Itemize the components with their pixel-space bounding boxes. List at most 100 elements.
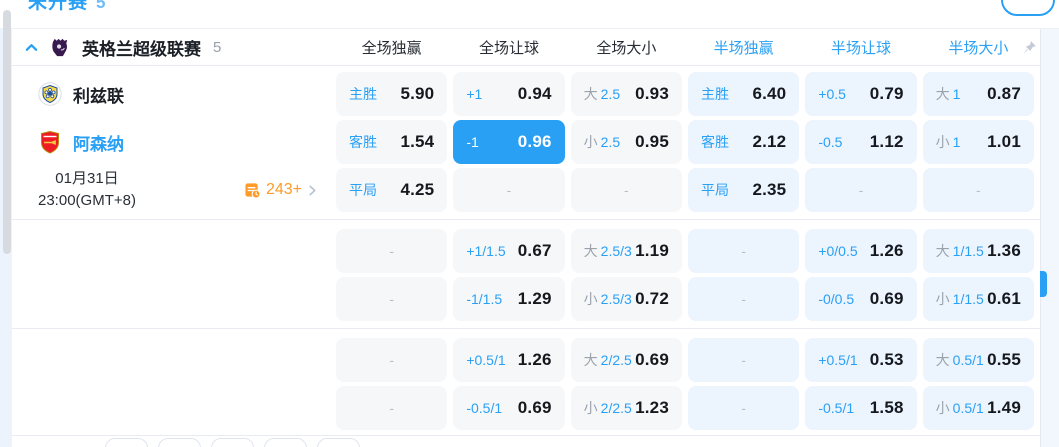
- scrollbar-thumb[interactable]: [3, 10, 11, 254]
- odds-cell[interactable]: 大 2.5/3 1.19: [570, 229, 682, 273]
- odds-cell[interactable]: 小 0.5/1 1.49: [922, 386, 1034, 430]
- odds-label: 小 2.5: [583, 134, 621, 150]
- odds-cell[interactable]: -0.5/1 0.69: [453, 386, 565, 430]
- odds-value: 0.72: [635, 289, 669, 308]
- column-header-ht-1x2[interactable]: 半场独赢: [713, 39, 774, 57]
- odds-cell[interactable]: 平局 4.25: [336, 168, 448, 212]
- table-bottom-border: [12, 435, 1040, 436]
- odds-row: 利兹联 主胜 5.90 +1 0.94 大 2.5 0.93 主胜 6.40 +0.5 0.79 大 1 0…: [12, 70, 1040, 118]
- odds-value: 1.01: [987, 132, 1021, 151]
- footer-pill[interactable]: [264, 438, 307, 447]
- odds-cell[interactable]: 主胜 6.40: [688, 72, 800, 116]
- footer-pill[interactable]: [211, 438, 254, 447]
- odds-cell[interactable]: 客胜 2.12: [688, 120, 800, 164]
- odds-value: 0.79: [869, 84, 904, 103]
- odds-cell[interactable]: 主胜 5.90: [336, 72, 448, 116]
- empty-dash: -: [741, 291, 746, 307]
- odds-label: +0.5: [818, 86, 846, 102]
- empty-dash: -: [506, 182, 512, 198]
- odds-cell[interactable]: 小 2.5 0.95: [570, 120, 682, 164]
- tab-not-started[interactable]: 未开赛 5: [28, 0, 106, 14]
- odds-cell[interactable]: +0.5/1 1.26: [453, 338, 565, 382]
- odds-cell[interactable]: 客胜 1.54: [336, 120, 448, 164]
- empty-left-cell: [12, 275, 330, 323]
- odds-label: 大 2.5: [583, 86, 621, 102]
- odds-value: 1.54: [400, 132, 435, 151]
- odds-cell[interactable]: -0/0.5 0.69: [805, 277, 917, 321]
- odds-cell[interactable]: -1/1.5 1.29: [453, 277, 565, 321]
- group-divider: [12, 219, 1040, 220]
- odds-label: 小 0.5/1: [935, 400, 984, 416]
- odds-cell[interactable]: 大 0.5/1 0.55: [922, 338, 1034, 382]
- odds-value: 2.12: [752, 132, 787, 151]
- empty-dash: -: [389, 291, 394, 307]
- odds-value: 0.69: [869, 289, 904, 308]
- odds-cell[interactable]: 小 1 1.01: [922, 120, 1034, 164]
- collapse-chevron-up-icon[interactable]: [24, 40, 39, 55]
- side-widget-fragment[interactable]: [1040, 271, 1047, 297]
- odds-value: 0.69: [517, 398, 552, 417]
- tab-not-started-count: 5: [96, 0, 107, 12]
- chevron-right-icon: [309, 185, 316, 195]
- league-name[interactable]: 英格兰超级联赛: [82, 39, 201, 59]
- odds-value: 4.25: [400, 180, 435, 199]
- odds-value: 0.67: [517, 241, 552, 260]
- odds-row: - -0.5/1 0.69 小 2/2.5 1.23- -0.5/1 1.58 小 0.5/1 1.…: [12, 384, 1040, 432]
- column-header-ht-overunder[interactable]: 半场大小: [948, 39, 1009, 57]
- odds-value: 0.93: [635, 84, 669, 103]
- odds-cell-selected[interactable]: -1 0.96: [453, 120, 565, 164]
- odds-label: +1/1.5: [466, 243, 506, 259]
- odds-value: 1.58: [869, 398, 904, 417]
- odds-cell[interactable]: +0.5/1 0.53: [805, 338, 917, 382]
- odds-row: 01月31日 23:00(GMT+8) 243+ 平局 4.25 - - 平局 2.35 - -: [12, 166, 1040, 214]
- odds-label: -0.5: [818, 134, 843, 150]
- left-scrollbar-rail: [0, 10, 12, 447]
- column-header-ht-handicap[interactable]: 半场让球: [830, 39, 891, 57]
- pin-icon[interactable]: [1021, 39, 1038, 56]
- footer-pill[interactable]: [105, 438, 148, 447]
- column-header-ft-1x2: 全场独赢: [361, 39, 422, 57]
- odds-cell[interactable]: +1 0.94: [453, 72, 565, 116]
- footer-pill[interactable]: [158, 438, 201, 447]
- footer-pill[interactable]: [317, 438, 360, 447]
- odds-cell[interactable]: 大 2/2.5 0.69: [570, 338, 682, 382]
- league-title-group: 英格兰超级联赛 5: [12, 35, 330, 60]
- tab-not-started-label: 未开赛: [28, 0, 89, 13]
- away-team-name[interactable]: 阿森纳: [73, 134, 124, 154]
- odds-label: -0.5/1: [818, 400, 855, 416]
- odds-cell-empty: -: [336, 386, 448, 430]
- overunder-prefix: 小: [935, 291, 950, 307]
- empty-dash: -: [741, 243, 746, 259]
- odds-cell[interactable]: 小 2.5/3 0.72: [570, 277, 682, 321]
- odds-label: 小 1/1.5: [935, 291, 984, 307]
- team-cell: 利兹联: [12, 70, 330, 118]
- overunder-prefix: 小: [935, 134, 950, 150]
- more-markets-link[interactable]: 243+: [244, 181, 330, 199]
- odds-cell[interactable]: +0.5 0.79: [805, 72, 917, 116]
- odds-cell[interactable]: +1/1.5 0.67: [453, 229, 565, 273]
- odds-cell[interactable]: -0.5/1 1.58: [805, 386, 917, 430]
- team-cell: 阿森纳: [12, 118, 330, 166]
- odds-value: 5.90: [400, 84, 435, 103]
- match-date: 01月31日: [55, 170, 119, 188]
- odds-cell[interactable]: 大 1/1.5 1.36: [922, 229, 1034, 273]
- odds-label: 平局: [349, 182, 377, 198]
- odds-cell[interactable]: 大 1 0.87: [922, 72, 1034, 116]
- more-markets-count: 243+: [265, 181, 302, 198]
- odds-cell[interactable]: 小 1/1.5 0.61: [922, 277, 1034, 321]
- odds-cell[interactable]: 小 2/2.5 1.23: [570, 386, 682, 430]
- more-markets-icon: [245, 182, 261, 199]
- odds-cell[interactable]: +0/0.5 1.26: [805, 229, 917, 273]
- home-team-name[interactable]: 利兹联: [73, 86, 124, 106]
- odds-cell[interactable]: 平局 2.35: [688, 168, 800, 212]
- odds-cell-empty: -: [688, 338, 800, 382]
- odds-cell[interactable]: 大 2.5 0.93: [570, 72, 682, 116]
- odds-value: 6.40: [752, 84, 787, 103]
- odds-label: +0/0.5: [818, 243, 858, 259]
- odds-value: 1.29: [517, 289, 552, 308]
- odds-cell[interactable]: -0.5 1.12: [805, 120, 917, 164]
- empty-left-cell: [12, 336, 330, 384]
- odds-value: 0.87: [987, 84, 1021, 103]
- odds-value: 0.96: [517, 132, 552, 151]
- top-right-button[interactable]: [1001, 0, 1055, 16]
